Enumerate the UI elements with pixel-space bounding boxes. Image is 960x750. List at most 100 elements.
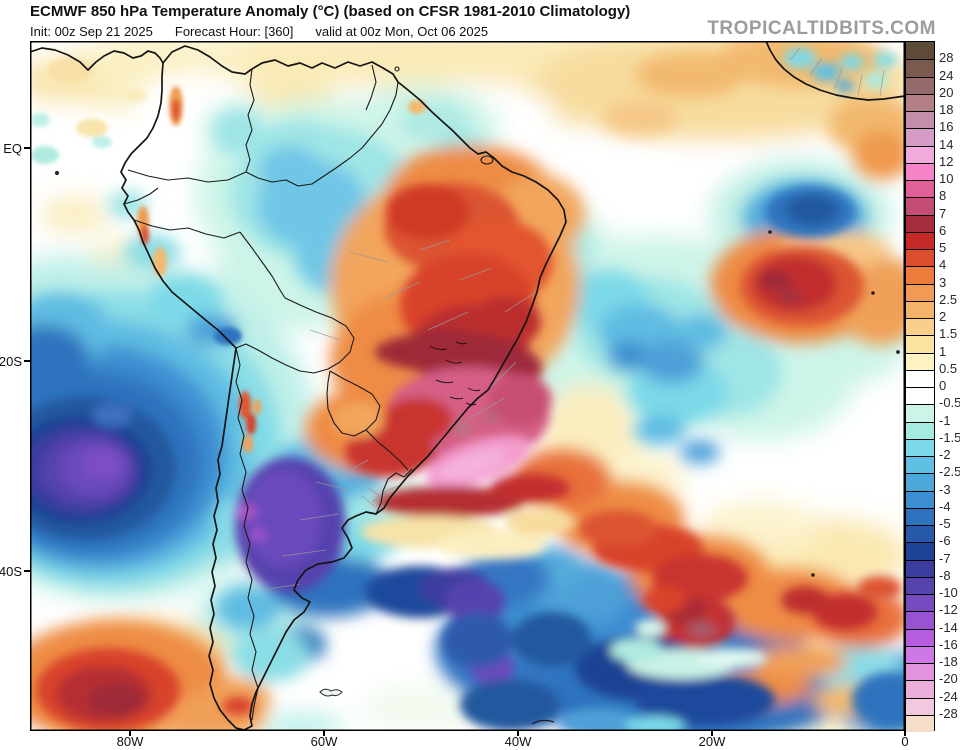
forecast-hour: Forecast Hour: [360]	[174, 24, 294, 39]
colorbar-label: 18	[939, 102, 954, 117]
colorbar-cell	[906, 128, 934, 146]
lat-tick	[24, 360, 30, 362]
colorbar-cell	[906, 180, 934, 198]
colorbar-cell	[906, 611, 934, 629]
colorbar-cell	[906, 490, 934, 508]
colorbar-label: 6	[939, 222, 947, 238]
colorbar-label: -6	[939, 533, 951, 549]
colorbar-cell	[906, 59, 934, 77]
colorbar-label: 3	[939, 274, 947, 290]
colorbar-label: 1	[939, 343, 947, 359]
valid-time: valid at 00z Mon, Oct 06 2025	[315, 24, 489, 39]
colorbar-label: -16	[939, 636, 958, 652]
colorbar-label: -5	[939, 516, 951, 531]
site-watermark: TROPICALTIDBITS.COM	[707, 18, 936, 39]
colorbar-label: 28	[939, 50, 954, 66]
colorbar-label: -14	[939, 619, 958, 635]
colorbar-cell	[906, 663, 934, 681]
admin-borders	[261, 47, 885, 591]
colorbar-cell	[906, 438, 934, 456]
colorbar-cell	[906, 76, 934, 94]
colorbar-label: 20	[939, 84, 954, 100]
colorbar-label: 5	[939, 240, 947, 255]
colorbar-label: -8	[939, 567, 951, 583]
colorbar-label: -24	[939, 688, 958, 704]
colorbar-cell	[906, 594, 934, 612]
colorbar-label: 8	[939, 188, 947, 204]
colorbar-cell	[906, 42, 934, 60]
colorbar-label: -1	[939, 412, 951, 428]
colorbar-label: 2	[939, 309, 947, 324]
colorbar-cell	[906, 231, 934, 249]
colorbar-label: 0.5	[939, 360, 958, 376]
colorbar-cell	[906, 318, 934, 336]
lat-tick	[24, 570, 30, 572]
lon-tick	[711, 731, 713, 736]
colorbar-cell	[906, 645, 934, 663]
colorbar-label: 7	[939, 205, 947, 221]
colorbar-cell	[906, 404, 934, 422]
colorbar-cell	[906, 576, 934, 594]
lat-label: 20S	[0, 354, 22, 369]
colorbar-label: -10	[939, 585, 958, 600]
colorbar-label: 0	[939, 378, 947, 393]
colorbar-cell	[906, 111, 934, 129]
colorbar-label: -7	[939, 550, 951, 566]
run-info: Init: 00z Sep 21 2025 Forecast Hour: [360…	[30, 24, 510, 39]
coastlines	[30, 41, 905, 731]
colorbar-label: -2.5	[939, 464, 960, 480]
colorbar-label: 2.5	[939, 291, 958, 307]
lon-label: 60W	[310, 734, 338, 749]
colorbar-cell	[906, 300, 934, 318]
colorbar-cell	[906, 93, 934, 111]
colorbar-label: -28	[939, 705, 958, 721]
colorbar-label: -20	[939, 671, 958, 687]
colorbar-label: 4	[939, 257, 947, 273]
map-frame	[30, 41, 905, 731]
lat-label: 40S	[0, 564, 22, 579]
colorbar-cell	[906, 542, 934, 560]
colorbar-cell	[906, 387, 934, 405]
colorbar-label: -1.5	[939, 429, 960, 445]
anomaly-map	[30, 41, 905, 731]
colorbar-label: -4	[939, 498, 951, 514]
colorbar-label: 24	[939, 67, 954, 83]
colorbar-label: 14	[939, 136, 954, 152]
colorbar-label: -0.5	[939, 395, 960, 411]
colorbar-cell	[906, 266, 934, 284]
colorbar-label: 10	[939, 171, 954, 186]
colorbar-cell	[906, 283, 934, 301]
colorbar-cell	[906, 214, 934, 232]
lon-tick	[129, 731, 131, 736]
colorbar-label: -2	[939, 447, 951, 462]
colorbar-cell	[906, 145, 934, 163]
lon-label: 0	[901, 734, 909, 749]
page-title: ECMWF 850 hPa Temperature Anomaly (°C) (…	[30, 3, 631, 20]
lon-label: 40W	[504, 734, 532, 749]
colorbar-cell	[906, 525, 934, 543]
colorbar-cell	[906, 197, 934, 215]
anomaly-field	[30, 41, 905, 731]
colorbar-cell	[906, 628, 934, 646]
colorbar-cell	[906, 456, 934, 474]
colorbar-cell	[906, 680, 934, 698]
islands-and-lakes	[54, 170, 900, 725]
country-borders	[123, 64, 413, 721]
colorbar-label: -18	[939, 654, 958, 669]
colorbar-label: 16	[939, 119, 954, 135]
colorbar-label: 12	[939, 153, 954, 169]
lon-tick	[517, 731, 519, 736]
colorbar-cell	[906, 249, 934, 267]
colorbar-cell	[906, 162, 934, 180]
lon-tick	[323, 731, 325, 736]
lat-label: EQ	[3, 141, 22, 156]
colorbar-cell	[906, 421, 934, 439]
init-time: Init: 00z Sep 21 2025	[30, 24, 153, 39]
lon-label: 80W	[116, 734, 144, 749]
colorbar-cell	[906, 369, 934, 387]
colorbar-cell	[906, 559, 934, 577]
colorbar-cell	[906, 473, 934, 491]
colorbar-label: -12	[939, 602, 958, 618]
colorbar-cell	[906, 697, 934, 715]
